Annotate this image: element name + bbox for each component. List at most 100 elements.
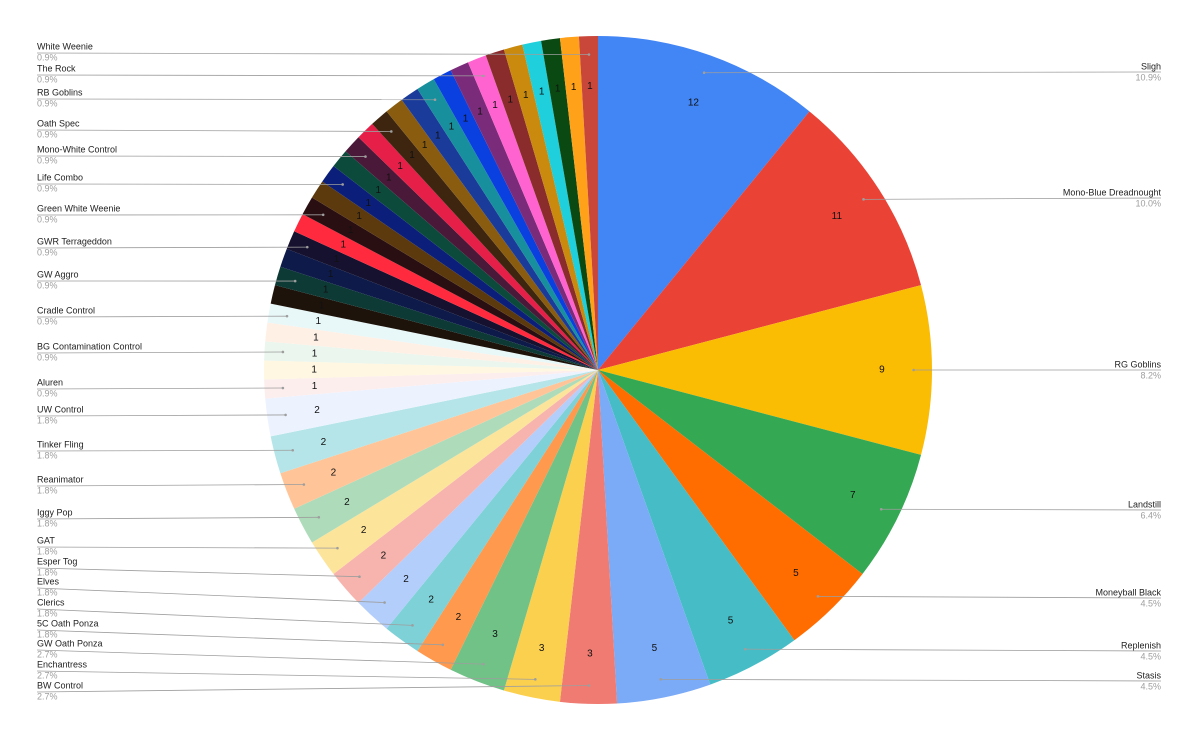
- leader-dot: [285, 314, 289, 318]
- pie-slice: [450, 62, 598, 371]
- category-label: Sligh: [1141, 61, 1161, 71]
- slice-value-label: 1: [409, 150, 415, 161]
- leader-dot: [358, 575, 361, 578]
- percent-label: 1.8%: [37, 485, 58, 495]
- slice-value-label: 1: [340, 239, 346, 250]
- slice-value-label: 1: [319, 300, 325, 311]
- slice-value-label: 1: [449, 122, 455, 133]
- pie-slice: [598, 370, 711, 704]
- slice-value-label: 2: [403, 574, 409, 585]
- leader-line: [745, 648, 1162, 652]
- leader-dot: [364, 155, 367, 158]
- percent-label: 0.9%: [37, 280, 58, 290]
- pie-slice: [386, 99, 598, 370]
- pie-slice: [302, 197, 598, 370]
- percent-label: 0.9%: [37, 74, 58, 84]
- leader-line: [36, 74, 484, 77]
- leader-line: [36, 52, 589, 55]
- percent-label: 2.7%: [37, 649, 58, 659]
- pie-slice: [541, 38, 598, 371]
- slice-value-label: 1: [312, 381, 318, 392]
- category-label: Iggy Pop: [37, 507, 73, 517]
- leader-dot: [441, 643, 445, 647]
- percent-label: 6.4%: [1140, 510, 1161, 520]
- slice-value-label: 5: [793, 568, 799, 579]
- slice-value-label: 2: [344, 497, 350, 508]
- pie-slice: [467, 55, 598, 370]
- leader-line: [36, 608, 413, 626]
- pie-slice: [598, 370, 795, 685]
- slice-value-label: 2: [331, 468, 337, 479]
- slice-value-label: 1: [587, 81, 593, 92]
- slice-value-label: 3: [587, 648, 593, 659]
- pie-slice: [274, 266, 598, 370]
- slice-value-label: 1: [422, 140, 428, 151]
- slice-value-label: 1: [315, 316, 321, 327]
- pie-slice: [280, 370, 598, 509]
- leader-dot: [912, 368, 915, 372]
- category-label: Mono-White Control: [37, 144, 117, 154]
- leader-line: [36, 315, 287, 318]
- slice-value-label: 1: [435, 130, 441, 141]
- pie-slice: [598, 111, 922, 370]
- category-label: BG Contamination Control: [37, 341, 142, 351]
- leader-dot: [302, 483, 306, 486]
- pie-slice: [401, 89, 598, 371]
- pie-slice: [311, 181, 598, 370]
- leader-line: [36, 484, 304, 487]
- slice-value-label: 1: [375, 185, 381, 196]
- leader-dot: [291, 448, 295, 452]
- slice-value-label: 1: [386, 173, 392, 184]
- percent-label: 1.8%: [37, 567, 58, 577]
- category-label: Aluren: [37, 377, 63, 387]
- leader-line: [660, 678, 1162, 682]
- category-label: Cradle Control: [37, 305, 95, 315]
- leader-line: [36, 387, 283, 390]
- slice-value-label: 1: [348, 225, 354, 236]
- leader-dot: [816, 595, 820, 598]
- leader-dot: [293, 279, 297, 283]
- leader-dot: [390, 130, 393, 133]
- leader-dot: [284, 413, 287, 417]
- leader-line: [36, 155, 366, 157]
- leader-line: [36, 587, 385, 603]
- pie-slice: [559, 370, 618, 704]
- leader-line: [36, 670, 536, 680]
- leader-dot: [743, 647, 747, 651]
- category-label: White Weenie: [37, 41, 93, 51]
- pie-slice: [598, 370, 863, 641]
- leader-line: [36, 449, 293, 452]
- category-label: GW Oath Ponza: [37, 638, 103, 648]
- slice-value-label: 1: [397, 161, 403, 172]
- leader-line: [36, 649, 484, 665]
- leader-dot: [383, 601, 386, 604]
- pie-slice: [417, 370, 598, 670]
- pie-slice: [503, 370, 598, 702]
- pie-slice: [578, 36, 598, 370]
- pie-slice: [522, 40, 598, 371]
- category-label: UW Control: [37, 404, 84, 414]
- percent-label: 1.8%: [37, 450, 58, 460]
- percent-label: 1.8%: [37, 629, 58, 639]
- pie-slice: [270, 370, 598, 474]
- leader-dot: [281, 386, 285, 390]
- percent-label: 4.5%: [1140, 651, 1161, 661]
- pie-slice: [294, 214, 598, 370]
- percent-label: 0.9%: [37, 214, 58, 224]
- slice-value-label: 5: [728, 616, 734, 627]
- category-label: GWR Terrageddon: [37, 236, 112, 246]
- percent-label: 0.9%: [37, 129, 58, 139]
- leader-line: [36, 414, 286, 417]
- percent-label: 0.9%: [37, 52, 58, 62]
- slice-value-label: 1: [477, 106, 483, 117]
- slice-value-label: 2: [381, 551, 387, 562]
- percent-label: 0.9%: [37, 316, 58, 326]
- leader-line: [817, 595, 1162, 599]
- pie-slice: [280, 248, 598, 370]
- slice-value-label: 1: [313, 332, 319, 343]
- category-label: 5C Oath Ponza: [37, 618, 99, 628]
- pie-slice: [345, 137, 598, 370]
- leader-line: [36, 546, 338, 549]
- pie-slice: [264, 370, 598, 399]
- leader-dot: [587, 53, 591, 56]
